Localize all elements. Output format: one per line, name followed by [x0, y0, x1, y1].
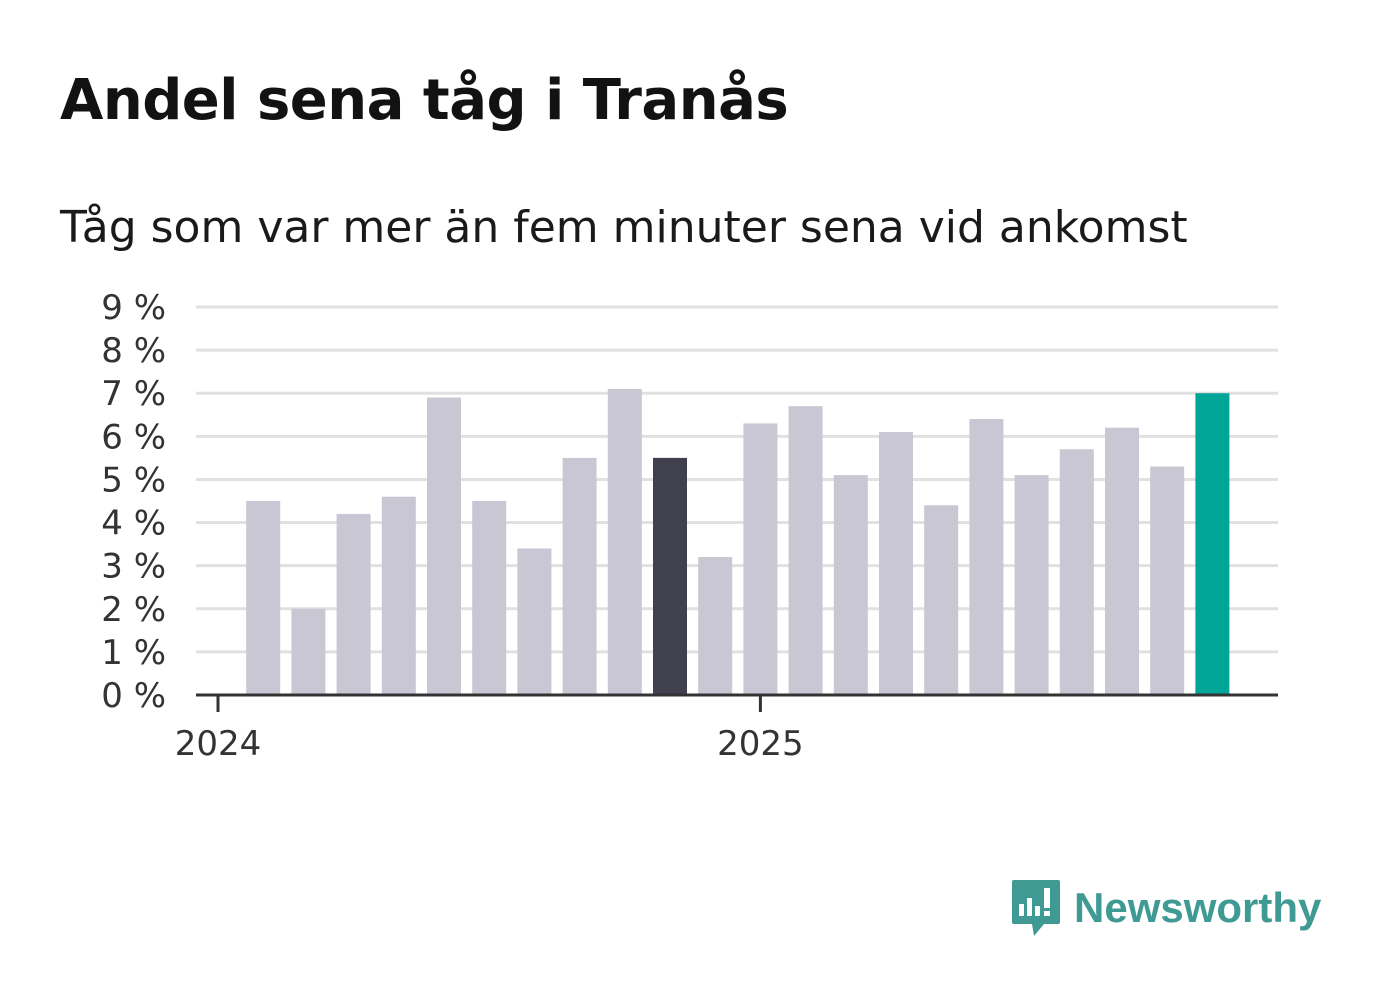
y-tick-label: 9 %	[101, 288, 166, 328]
x-tick-label: 2024	[175, 724, 262, 764]
bar-2024-04	[336, 513, 371, 695]
bar-2024-03	[291, 608, 326, 695]
y-tick-label: 4 %	[101, 504, 166, 544]
brand-name: Newsworthy	[1074, 884, 1322, 931]
y-tick-label: 5 %	[101, 460, 166, 500]
x-tick-label: 2025	[717, 724, 804, 764]
y-tick-label: 3 %	[101, 547, 166, 587]
y-tick-label: 1 %	[101, 633, 166, 673]
chart-title: Andel sena tåg i Tranås	[60, 68, 789, 133]
bar-2025-10	[1150, 466, 1185, 695]
bar-2024-02	[246, 501, 281, 695]
bar-2025-11	[1195, 393, 1230, 695]
y-tick-label: 0 %	[101, 676, 166, 716]
bar-2025-04	[879, 432, 913, 695]
bar-2025-01	[743, 423, 778, 695]
bar-2025-02	[788, 406, 823, 695]
y-tick-label: 7 %	[101, 374, 166, 414]
bar-2025-08	[1059, 449, 1094, 695]
bar-2024-07	[472, 501, 507, 695]
bar-2024-05	[381, 496, 416, 695]
axes: 0 %1 %2 %3 %4 %5 %6 %7 %8 %9 % 2024 2025	[101, 288, 1278, 764]
bar-2024-12	[698, 557, 733, 695]
bar-2025-03	[833, 475, 868, 695]
y-tick-label: 8 %	[101, 331, 166, 371]
bars	[246, 388, 1230, 695]
brand-logo: Newsworthy	[1010, 878, 1321, 938]
bar-2024-09	[562, 457, 597, 695]
bar-2024-10	[607, 388, 642, 695]
bar-2024-11	[653, 457, 687, 695]
y-tick-label: 6 %	[101, 417, 166, 457]
newsworthy-logo-icon	[1012, 880, 1060, 936]
y-tick-label: 2 %	[101, 590, 166, 630]
bar-2025-09	[1105, 427, 1139, 695]
chart-subtitle: Tåg som var mer än fem minuter sena vid …	[60, 202, 1188, 253]
bar-2024-08	[517, 548, 552, 695]
bar-chart: 0 %1 %2 %3 %4 %5 %6 %7 %8 %9 % 2024 2025	[101, 288, 1278, 764]
bar-2025-06	[969, 419, 1004, 695]
bar-2025-05	[924, 505, 959, 695]
bar-2025-07	[1014, 475, 1049, 695]
bar-2024-06	[427, 397, 461, 695]
gridlines	[196, 305, 1278, 654]
